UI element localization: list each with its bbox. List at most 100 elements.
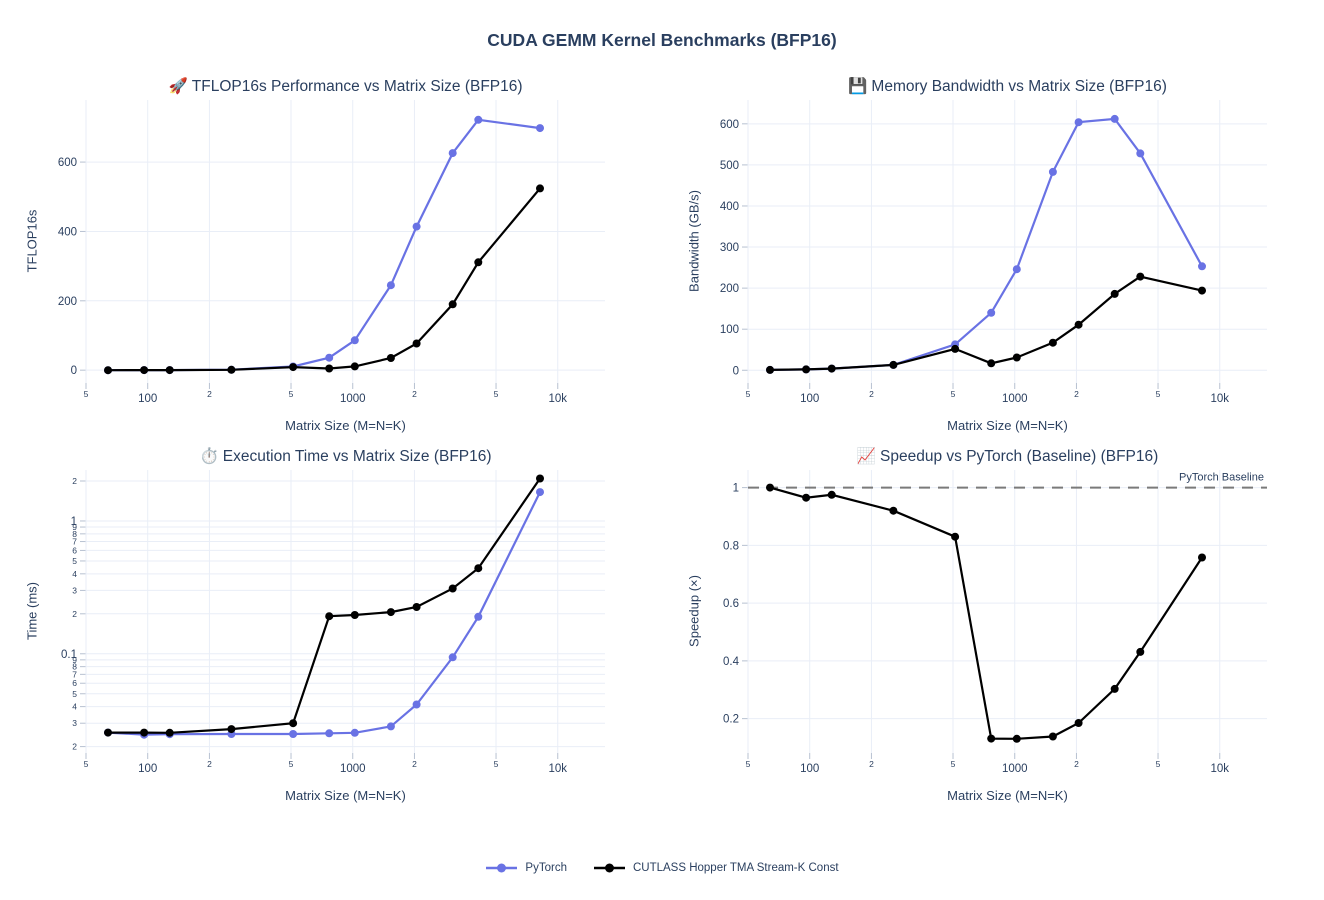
y-tick-label: 0.6 — [723, 598, 739, 610]
y-tick-label: 0.2 — [723, 714, 739, 726]
x-tick-label: 10k — [548, 763, 567, 775]
x-tick-label: 5 — [746, 389, 751, 399]
chart-title-text: Execution Time vs Matrix Size (BFP16) — [222, 448, 492, 465]
series-marker — [227, 725, 236, 734]
series-marker — [386, 608, 395, 617]
series-marker — [448, 149, 457, 158]
x-tick-label: 100 — [138, 763, 157, 775]
series-marker — [474, 564, 483, 573]
series-marker — [350, 611, 359, 619]
series-marker — [289, 363, 298, 372]
series-marker — [1012, 353, 1021, 362]
series-line — [107, 187, 541, 372]
x-axis-title: Matrix Size (M=N=K) — [285, 418, 406, 433]
series-marker — [412, 700, 421, 709]
y-tick-label: 5 — [72, 556, 77, 566]
y-tick-label: 500 — [720, 160, 739, 172]
x-tick-label: 5 — [1156, 759, 1161, 769]
series-marker — [1074, 719, 1083, 727]
y-tick-label: 8 — [72, 662, 77, 672]
series-marker — [987, 734, 996, 743]
series-marker — [165, 366, 174, 375]
series-marker — [448, 584, 457, 593]
series-marker — [448, 653, 457, 662]
series-marker — [325, 364, 334, 373]
x-tick-label: 5 — [1156, 389, 1161, 399]
chart-title-text: TFLOP16s Performance vs Matrix Size (BFP… — [191, 78, 523, 95]
y-tick-label: 4 — [72, 702, 77, 712]
x-tick-label: 5 — [746, 759, 751, 769]
legend-item-pytorch[interactable]: PyTorch — [485, 862, 567, 874]
rocket-icon: 🚀 — [168, 78, 188, 95]
y-tick-label: 0.4 — [723, 656, 740, 668]
x-tick-label: 2 — [207, 389, 212, 399]
legend-label: CUTLASS Hopper TMA Stream-K Const — [632, 862, 839, 874]
series-marker — [104, 728, 112, 737]
series-marker — [1136, 149, 1145, 158]
legend-marker-pytorch — [486, 863, 518, 873]
y-tick-label: 3 — [72, 718, 77, 728]
series-marker — [536, 124, 544, 133]
series-marker — [350, 362, 359, 371]
series-marker — [1074, 320, 1083, 329]
y-tick-label: 200 — [720, 283, 739, 295]
chart-title-tflops: 🚀 TFLOP16s Performance vs Matrix Size (BF… — [86, 77, 605, 101]
chart-title-bandwidth: 💾 Memory Bandwidth vs Matrix Size (BFP16) — [748, 77, 1267, 101]
series-line — [769, 117, 1203, 371]
x-tick-label: 1000 — [340, 393, 366, 405]
series-marker — [802, 365, 811, 374]
series-line — [769, 275, 1203, 371]
y-tick-label: 0 — [71, 365, 77, 377]
series-marker — [802, 493, 811, 502]
series-marker — [536, 184, 544, 193]
tflops-chart: 0 200 400 600 5 100 2 5 1000 2 5 10k — [58, 100, 605, 405]
y-tick-label: 7 — [72, 669, 77, 679]
series-marker — [1110, 114, 1119, 123]
series-marker — [536, 474, 544, 483]
series-marker — [104, 366, 112, 375]
y-tick-label: 0.8 — [723, 540, 739, 552]
series-marker — [987, 359, 996, 368]
series-marker — [1136, 272, 1145, 281]
x-tick-label: 5 — [951, 759, 956, 769]
y-tick-label: 7 — [72, 537, 77, 547]
series-marker — [951, 344, 960, 353]
x-tick-label: 1000 — [1002, 393, 1028, 405]
y-tick-label: 9 — [72, 522, 77, 532]
series-marker — [474, 115, 483, 124]
series-marker — [386, 354, 395, 362]
series-marker — [1048, 732, 1057, 741]
legend-item-cutlass[interactable]: CUTLASS Hopper TMA Stream-K Const — [593, 862, 839, 874]
x-tick-label: 100 — [800, 763, 819, 775]
x-tick-label: 5 — [289, 389, 294, 399]
y-tick-label: 600 — [58, 157, 77, 169]
series-marker — [412, 603, 421, 611]
y-tick-label: 2 — [72, 476, 77, 486]
y-tick-label: 6 — [72, 545, 77, 555]
y-tick-label: 6 — [72, 678, 77, 688]
series-marker — [412, 222, 421, 231]
y-tick-label: 200 — [58, 296, 77, 308]
speedup-chart: 0.2 0.4 0.6 0.8 1 5 100 2 5 1000 2 5 10k PyTorch Base… — [723, 470, 1267, 775]
chart-title-speedup: 📈 Speedup vs PyTorch (Baseline) (BFP16) — [748, 447, 1267, 471]
series-marker — [827, 364, 836, 373]
series-marker — [766, 483, 774, 492]
x-tick-label: 5 — [84, 389, 89, 399]
series-marker — [448, 300, 457, 309]
panel-tflops: 🚀 TFLOP16s Performance vs Matrix Size (BF… — [0, 60, 662, 450]
x-tick-label: 10k — [1210, 763, 1229, 775]
series-marker — [350, 336, 359, 345]
x-tick-label: 10k — [548, 393, 567, 405]
y-tick-label: 400 — [58, 226, 77, 238]
y-tick-label: 600 — [720, 119, 739, 131]
legend-label: PyTorch — [525, 862, 567, 874]
series-marker — [1110, 684, 1119, 693]
y-tick-label: 1 — [733, 483, 739, 495]
series-marker — [289, 719, 298, 728]
chart-title-text: Speedup vs PyTorch (Baseline) (BFP16) — [880, 448, 1159, 465]
x-tick-label: 5 — [951, 389, 956, 399]
x-tick-label: 2 — [869, 389, 874, 399]
x-tick-label: 2 — [869, 759, 874, 769]
chart-title-text: Memory Bandwidth vs Matrix Size (BFP16) — [871, 78, 1167, 95]
